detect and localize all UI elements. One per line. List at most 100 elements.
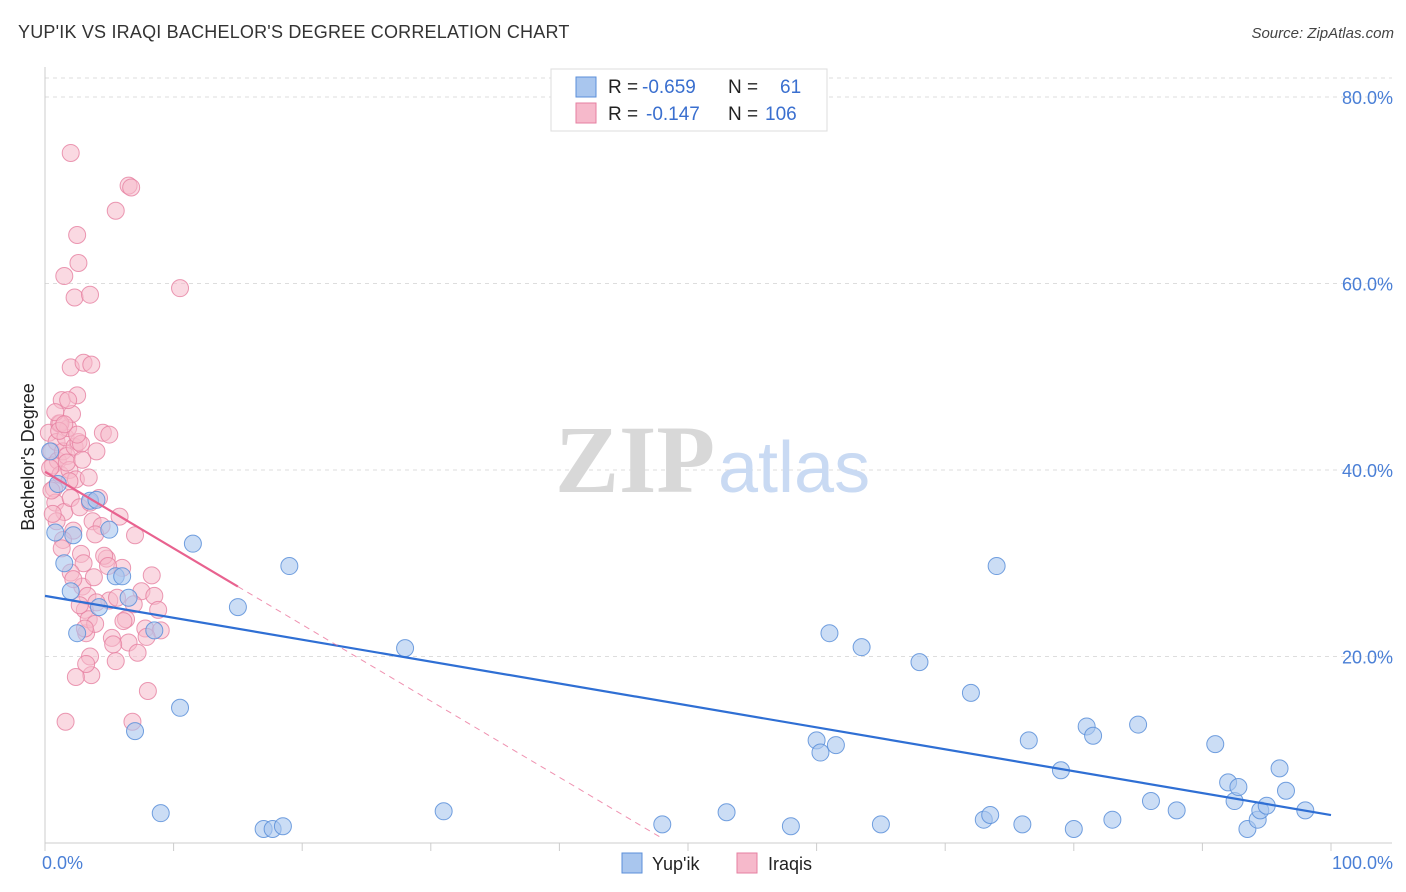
- iraqis-point: [74, 554, 93, 573]
- yupik-point: [781, 817, 800, 836]
- source-label: Source: ZipAtlas.com: [1251, 25, 1394, 42]
- watermark-atlas: atlas: [718, 428, 870, 508]
- yupik-point: [126, 722, 145, 741]
- yupik-point: [811, 743, 830, 762]
- yupik-point: [100, 520, 119, 539]
- legend-n-value-2: 106: [765, 104, 797, 125]
- yupik-point: [1129, 715, 1148, 734]
- y-tick-label: 80.0%: [1342, 88, 1393, 108]
- iraqis-point: [114, 612, 133, 631]
- iraqis-point: [126, 526, 145, 545]
- iraqis-point: [122, 178, 141, 197]
- iraqis-point: [56, 712, 75, 731]
- iraqis-points: [39, 143, 190, 731]
- y-tick-label: 20.0%: [1342, 648, 1393, 668]
- yupik-point: [55, 554, 74, 573]
- yupik-point: [1019, 731, 1038, 750]
- yupik-point: [820, 624, 839, 643]
- iraqis-point: [68, 425, 87, 444]
- axis-ticks: 20.0% 40.0% 60.0% 80.0% 0.0% 100.0%: [42, 88, 1393, 873]
- legend-n-label-1: N =: [728, 77, 758, 98]
- iraqis-point: [138, 682, 157, 701]
- bottom-legend-iraqis: Iraqis: [768, 854, 812, 874]
- iraqis-point: [55, 415, 74, 434]
- iraqis-point: [106, 201, 125, 220]
- yupik-point: [171, 698, 190, 717]
- yupik-trend-line: [44, 594, 1332, 817]
- correlation-legend: R = -0.659 N = 61 R = -0.147 N = 106: [550, 68, 828, 132]
- iraqis-trend-line-extension: [237, 586, 663, 839]
- yupik-point: [1084, 726, 1103, 745]
- iraqis-point: [59, 391, 78, 410]
- yupik-point: [961, 683, 980, 702]
- x-tick-label-min: 0.0%: [42, 853, 83, 873]
- bottom-legend-yupik: Yup'ik: [652, 854, 700, 874]
- yupik-point: [1276, 781, 1295, 800]
- iraqis-point: [128, 643, 147, 662]
- y-tick-label: 60.0%: [1342, 275, 1393, 295]
- yupik-point: [119, 588, 138, 607]
- legend-r-value-2: -0.147: [646, 104, 700, 125]
- yupik-point: [280, 557, 299, 576]
- iraqis-point: [55, 267, 74, 286]
- yupik-point: [1013, 815, 1032, 834]
- yupik-point: [64, 526, 83, 545]
- iraqis-trend-line: [44, 470, 239, 588]
- series-legend: Yup'ik Iraqis: [621, 852, 812, 874]
- yupik-point: [910, 653, 929, 672]
- yupik-point: [1229, 778, 1248, 797]
- chart-title: YUP'IK VS IRAQI BACHELOR'S DEGREE CORREL…: [18, 22, 570, 42]
- bottom-legend-swatch-yupik: [621, 852, 643, 874]
- yupik-point: [826, 736, 845, 755]
- watermark: ZIP atlas: [555, 406, 870, 513]
- yupik-point: [151, 804, 170, 823]
- iraqis-point: [82, 355, 101, 374]
- bottom-legend-swatch-iraqis: [736, 852, 758, 874]
- yupik-point: [68, 624, 87, 643]
- iraqis-point: [84, 568, 103, 587]
- gridlines: [45, 77, 1392, 657]
- yupik-point: [1167, 801, 1186, 820]
- iraqis-point: [142, 566, 161, 585]
- iraqis-point: [79, 468, 98, 487]
- yupik-point: [1270, 759, 1289, 778]
- yupik-point: [46, 523, 65, 542]
- legend-r-label-1: R =: [608, 77, 638, 98]
- yupik-point: [1064, 820, 1083, 839]
- y-tick-label: 40.0%: [1342, 461, 1393, 481]
- yupik-point: [717, 803, 736, 822]
- yupik-point: [434, 802, 453, 821]
- yupik-point: [871, 815, 890, 834]
- iraqis-point: [104, 635, 123, 654]
- iraqis-point: [46, 403, 65, 422]
- yupik-point: [41, 442, 60, 461]
- iraqis-point: [106, 652, 125, 671]
- legend-swatch-yupik: [575, 76, 597, 98]
- iraqis-point: [52, 539, 71, 558]
- yupik-point: [145, 621, 164, 640]
- iraqis-point: [69, 253, 88, 272]
- yupik-point: [113, 567, 132, 586]
- iraqis-point: [81, 285, 100, 304]
- iraqis-point: [171, 279, 190, 298]
- yupik-point: [852, 638, 871, 657]
- yupik-point: [653, 815, 672, 834]
- x-tick-label-max: 100.0%: [1332, 853, 1393, 873]
- watermark-zip: ZIP: [555, 406, 715, 513]
- iraqis-point: [73, 450, 92, 469]
- yupik-point: [396, 639, 415, 658]
- trend-lines: [44, 470, 1332, 839]
- legend-n-value-1: 61: [780, 77, 801, 98]
- yupik-point: [987, 557, 1006, 576]
- yupik-point: [981, 806, 1000, 825]
- yupik-point: [183, 534, 202, 553]
- yupik-point: [61, 582, 80, 601]
- iraqis-point: [66, 668, 85, 687]
- yupik-point: [273, 817, 292, 836]
- iraqis-point: [61, 143, 80, 162]
- yupik-point: [1103, 810, 1122, 829]
- yupik-point: [1206, 735, 1225, 754]
- iraqis-point: [57, 453, 76, 472]
- yupik-point: [1141, 792, 1160, 811]
